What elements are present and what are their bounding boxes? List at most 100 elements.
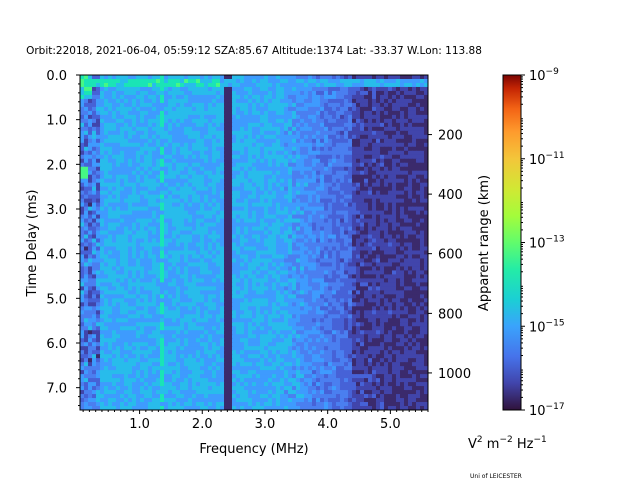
heatmap-cell xyxy=(200,206,205,212)
heatmap-cell xyxy=(116,226,121,232)
heatmap-cell xyxy=(392,102,397,108)
heatmap-cell xyxy=(400,230,405,236)
heatmap-cell xyxy=(184,258,189,264)
heatmap-cell xyxy=(152,162,157,168)
heatmap-cell xyxy=(340,130,345,136)
heatmap-cell xyxy=(296,150,301,156)
heatmap-cell xyxy=(296,130,301,136)
heatmap-cell xyxy=(336,94,341,100)
heatmap-cell xyxy=(180,146,185,152)
heatmap-cell xyxy=(176,106,181,112)
heatmap-cell xyxy=(360,186,365,192)
heatmap-cell xyxy=(268,266,273,272)
heatmap-cell xyxy=(212,190,217,196)
heatmap-cell xyxy=(388,218,393,224)
heatmap-cell xyxy=(232,134,237,140)
heatmap-cell xyxy=(132,226,137,232)
heatmap-cell xyxy=(416,90,421,96)
heatmap-cell xyxy=(280,126,285,132)
heatmap-cell xyxy=(384,118,389,124)
heatmap-cell xyxy=(236,106,241,112)
heatmap-cell xyxy=(100,242,105,248)
heatmap-cell xyxy=(164,290,169,295)
heatmap-cell xyxy=(328,202,333,208)
heatmap-cell xyxy=(352,154,357,160)
heatmap-cell xyxy=(360,214,365,220)
heatmap-cell xyxy=(344,94,349,100)
heatmap-cell xyxy=(296,250,301,256)
heatmap-cell xyxy=(400,194,405,200)
heatmap-cell xyxy=(236,262,241,268)
heatmap-cell xyxy=(324,266,329,272)
heatmap-cell xyxy=(248,114,253,120)
heatmap-cell xyxy=(124,218,129,224)
heatmap-cell xyxy=(116,302,121,307)
heatmap-cell xyxy=(148,142,153,148)
heatmap-cell xyxy=(276,262,281,268)
heatmap-cell xyxy=(344,286,349,291)
heatmap-cell xyxy=(412,98,417,104)
heatmap-cell xyxy=(168,122,173,128)
heatmap-cell xyxy=(256,242,261,248)
heatmap-cell xyxy=(80,134,85,140)
heatmap-cell xyxy=(200,130,205,136)
heatmap-cell xyxy=(120,234,125,240)
heatmap-cell xyxy=(196,75,201,80)
heatmap-cell xyxy=(184,134,189,140)
heatmap-cell xyxy=(368,86,373,92)
heatmap-cell xyxy=(400,214,405,220)
heatmap-cell xyxy=(404,194,409,200)
heatmap-cell xyxy=(152,234,157,240)
heatmap-cell xyxy=(200,138,205,144)
heatmap-cell xyxy=(116,254,121,260)
heatmap-cell xyxy=(216,242,221,248)
heatmap-cell xyxy=(216,210,221,216)
heatmap-cell xyxy=(144,202,149,208)
heatmap-cell xyxy=(152,242,157,248)
heatmap-cell xyxy=(260,294,265,299)
heatmap-cell xyxy=(240,122,245,128)
heatmap-cell xyxy=(408,286,413,291)
heatmap-cell xyxy=(244,262,249,268)
heatmap-cell xyxy=(240,202,245,208)
heatmap-cell xyxy=(108,202,113,208)
heatmap-cell xyxy=(280,162,285,168)
heatmap-cell xyxy=(80,254,85,260)
heatmap-cell xyxy=(364,142,369,148)
heatmap-cell xyxy=(188,222,193,228)
heatmap-cell xyxy=(252,138,257,144)
heatmap-cell xyxy=(168,258,173,264)
heatmap-cell xyxy=(192,182,197,188)
heatmap-cell xyxy=(384,102,389,108)
heatmap-cell xyxy=(284,214,289,220)
heatmap-cell xyxy=(80,158,85,164)
heatmap-cell xyxy=(308,90,313,96)
heatmap-cell xyxy=(424,250,428,256)
heatmap-cell xyxy=(184,114,189,120)
heatmap-cell xyxy=(300,274,305,279)
heatmap-cell xyxy=(420,166,425,172)
heatmap-cell xyxy=(192,118,197,124)
heatmap-cell xyxy=(344,242,349,248)
heatmap-cell xyxy=(128,218,133,224)
heatmap-cell xyxy=(200,146,205,152)
heatmap-cell xyxy=(184,202,189,208)
heatmap-cell xyxy=(96,278,101,283)
heatmap-cell xyxy=(80,206,85,212)
heatmap-cell xyxy=(128,186,133,192)
heatmap-cell xyxy=(96,142,101,148)
heatmap-cell xyxy=(152,250,157,256)
heatmap-cell xyxy=(100,154,105,160)
heatmap-cell xyxy=(388,226,393,232)
heatmap-cell xyxy=(396,182,401,188)
heatmap-cell xyxy=(152,82,157,88)
heatmap-cell xyxy=(252,254,257,260)
heatmap-cell xyxy=(288,294,293,299)
heatmap-cell xyxy=(232,146,237,152)
heatmap-cell xyxy=(412,106,417,112)
heatmap-cell xyxy=(364,286,369,291)
heatmap-cell xyxy=(220,194,225,200)
heatmap-cell xyxy=(296,162,301,168)
heatmap-cell xyxy=(100,234,105,240)
heatmap-cell xyxy=(240,226,245,232)
